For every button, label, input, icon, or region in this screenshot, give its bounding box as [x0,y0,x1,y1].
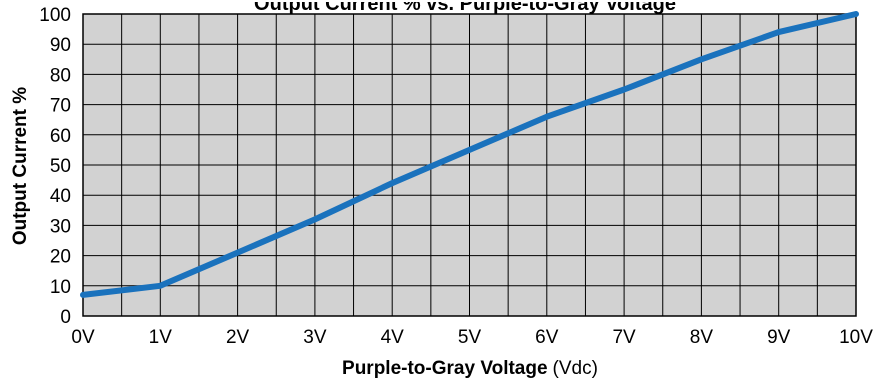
x-tick-label: 1V [149,327,173,348]
y-tick-labels: 0 10 20 30 40 50 60 70 80 90 100 [39,5,71,328]
x-tick-label: 6V [535,327,559,348]
y-tick-label: 0 [60,307,71,328]
x-axis-label: Purple-to-Gray Voltage [342,358,548,379]
x-tick-label: 7V [612,327,636,348]
x-tick-label: 8V [690,327,714,348]
y-tick-label: 30 [50,216,71,237]
y-tick-label: 20 [50,247,71,268]
y-tick-label: 10 [50,277,71,298]
grid-lines [83,14,856,316]
output-current-series-line [80,11,859,298]
x-tick-label: 9V [767,327,791,348]
x-axis-title: Purple-to-Gray Voltage (Vdc) [342,358,598,379]
x-tick-label: 4V [381,327,405,348]
x-tick-labels: 0V 1V 2V 3V 4V 5V 6V 7V 8V 9V 10V [71,327,873,348]
x-tick-label: 10V [839,327,873,348]
data-layer [80,11,859,298]
chart-title: Output Current % vs. Purple-to-Gray Volt… [254,0,676,15]
y-tick-label: 60 [50,126,71,147]
x-tick-label: 2V [226,327,250,348]
y-tick-label: 80 [50,65,71,86]
y-tick-label: 40 [50,186,71,207]
y-tick-label: 50 [50,156,71,177]
y-axis-title: Output Current % [10,87,31,245]
y-tick-label: 100 [39,5,71,26]
y-tick-label: 70 [50,96,71,117]
x-tick-label: 0V [71,327,95,348]
x-axis-unit: (Vdc) [553,358,598,379]
x-tick-label: 5V [458,327,482,348]
x-tick-label: 3V [303,327,327,348]
y-tick-label: 90 [50,35,71,56]
